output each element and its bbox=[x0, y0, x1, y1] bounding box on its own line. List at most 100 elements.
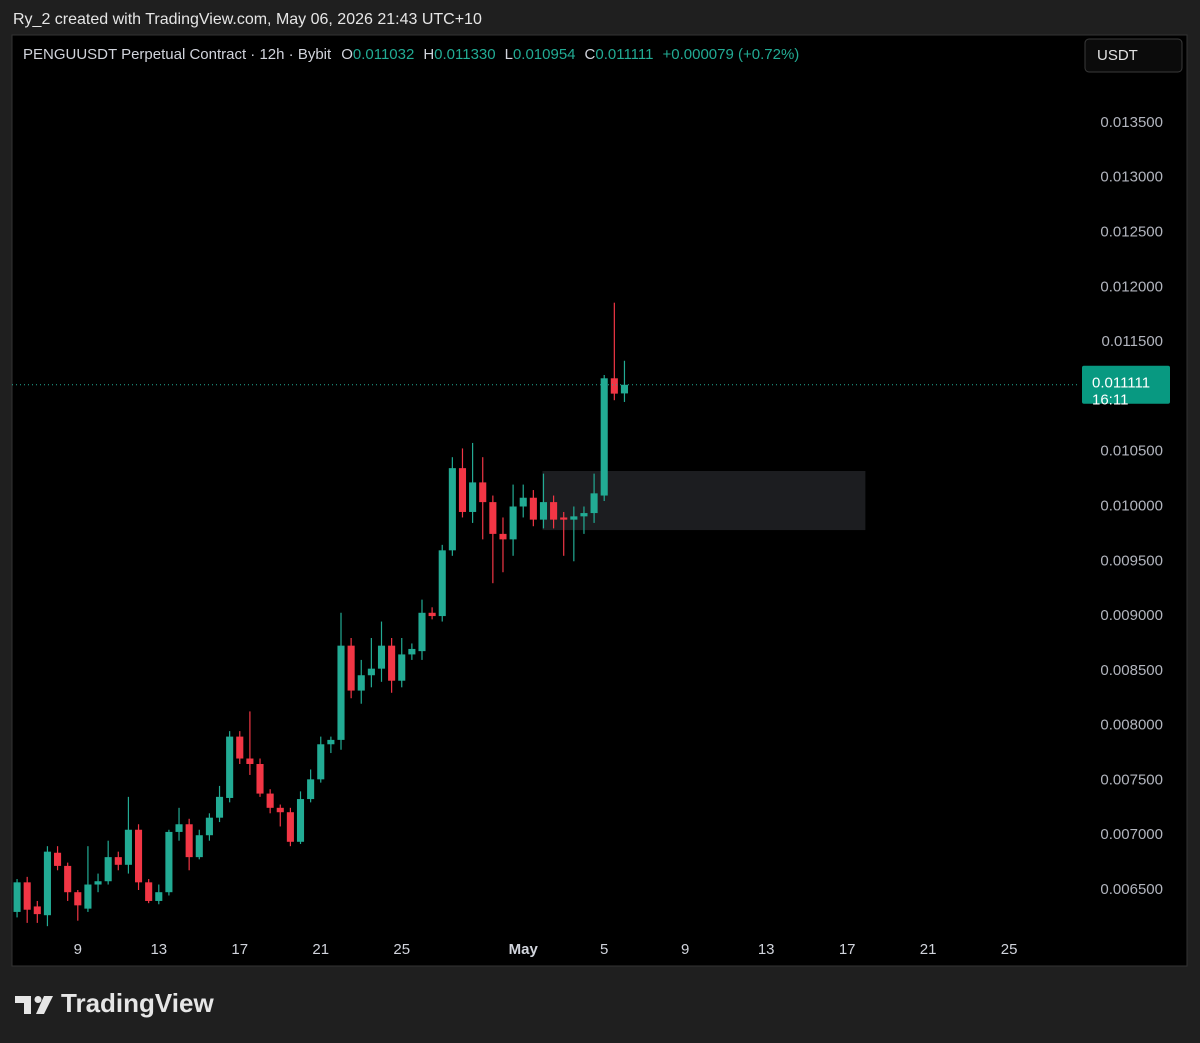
candle-body bbox=[398, 654, 406, 681]
candle-body bbox=[13, 882, 21, 912]
candle-body bbox=[94, 881, 102, 885]
candle-body bbox=[145, 882, 153, 901]
candle-body bbox=[266, 793, 274, 808]
candle-body bbox=[610, 378, 618, 394]
candle-body bbox=[226, 736, 234, 798]
candle-body bbox=[347, 645, 355, 691]
candle-body bbox=[570, 516, 578, 520]
legend-change: +0.000079 (+0.72%) bbox=[663, 46, 800, 63]
candle-body bbox=[317, 744, 325, 780]
legend-key: C bbox=[585, 46, 596, 63]
candle-body bbox=[590, 493, 598, 514]
x-tick-label: 13 bbox=[758, 941, 775, 958]
candle-body bbox=[114, 857, 122, 865]
chart-title: PENGUUSDT Perpetual Contract · 12h · Byb… bbox=[23, 46, 332, 63]
candle-body bbox=[215, 796, 224, 818]
y-tick-label: 0.007000 bbox=[1100, 826, 1163, 843]
candle-body bbox=[377, 645, 386, 669]
last-price-box bbox=[1082, 365, 1170, 404]
legend-value: 0.011111 bbox=[595, 46, 653, 63]
legend-key: L bbox=[505, 46, 513, 63]
candle-body bbox=[236, 736, 244, 759]
x-tick-label: May bbox=[509, 941, 539, 958]
x-tick-label: 25 bbox=[1001, 941, 1018, 958]
y-tick-label: 0.012500 bbox=[1100, 224, 1163, 241]
candle-body bbox=[408, 648, 416, 655]
candle-body bbox=[479, 482, 487, 503]
y-tick-label: 0.008500 bbox=[1100, 662, 1163, 679]
y-tick-label: 0.013500 bbox=[1100, 114, 1163, 131]
candle-body bbox=[185, 824, 193, 858]
legend-key: H bbox=[423, 46, 434, 63]
y-tick-label: 0.006500 bbox=[1100, 881, 1163, 898]
x-tick-label: 13 bbox=[150, 941, 167, 958]
candle-body bbox=[438, 550, 446, 617]
x-tick-label: 17 bbox=[231, 941, 248, 958]
y-tick-label: 0.008000 bbox=[1100, 717, 1163, 734]
caption: Ry_2 created with TradingView.com, May 0… bbox=[13, 11, 482, 28]
candle-body bbox=[428, 612, 436, 617]
candle-body bbox=[134, 829, 143, 883]
countdown: 16:11 bbox=[1092, 392, 1128, 409]
last-price-label: 0.011111 bbox=[1092, 375, 1150, 392]
candle-body bbox=[195, 835, 203, 858]
candle-body bbox=[54, 852, 62, 866]
brand-logo bbox=[15, 996, 53, 1014]
x-tick-label: 9 bbox=[681, 941, 689, 958]
x-tick-label: 5 bbox=[600, 941, 608, 958]
candle-body bbox=[246, 758, 254, 764]
candle-body bbox=[296, 799, 305, 842]
x-tick-label: 17 bbox=[839, 941, 856, 958]
candle-body bbox=[327, 739, 335, 745]
candle-body bbox=[165, 831, 173, 893]
x-tick-label: 25 bbox=[393, 941, 410, 958]
legend-value: 0.011330 bbox=[434, 46, 495, 63]
candle-body bbox=[469, 482, 477, 512]
candle-body bbox=[580, 513, 588, 517]
currency-label[interactable]: USDT bbox=[1097, 47, 1138, 64]
candle-body bbox=[357, 675, 365, 691]
y-tick-label: 0.013000 bbox=[1100, 169, 1163, 186]
y-tick-label: 0.007500 bbox=[1100, 771, 1163, 788]
candle-body bbox=[307, 779, 315, 800]
legend-value: 0.011032 bbox=[353, 46, 414, 63]
candle-body bbox=[74, 892, 82, 906]
candle-body bbox=[256, 763, 264, 794]
y-tick-label: 0.011500 bbox=[1102, 333, 1163, 350]
candle-body bbox=[499, 533, 507, 540]
y-tick-label: 0.010000 bbox=[1100, 497, 1163, 514]
candle-body bbox=[539, 502, 548, 520]
candle-body bbox=[124, 829, 132, 865]
candle-body bbox=[276, 807, 284, 813]
y-tick-label: 0.009500 bbox=[1100, 552, 1163, 569]
candle-body bbox=[509, 506, 517, 540]
candle-body bbox=[550, 502, 558, 520]
candle-body bbox=[418, 612, 426, 652]
candle-body bbox=[175, 824, 183, 832]
candle-body bbox=[64, 865, 72, 893]
currency-button[interactable] bbox=[1084, 38, 1183, 73]
candle-body bbox=[448, 468, 456, 551]
y-tick-label: 0.009000 bbox=[1100, 607, 1163, 624]
candle-body bbox=[84, 884, 92, 909]
candle-body bbox=[458, 468, 467, 512]
candle-body bbox=[205, 817, 213, 836]
candle-body bbox=[23, 882, 31, 910]
candle-body bbox=[43, 851, 51, 916]
candle-body bbox=[560, 517, 568, 520]
candle-body bbox=[519, 497, 527, 507]
y-tick-label: 0.010500 bbox=[1100, 443, 1163, 460]
candle-body bbox=[337, 645, 345, 740]
legend-value: 0.010954 bbox=[513, 46, 576, 63]
candle-body bbox=[529, 497, 537, 520]
x-tick-label: 21 bbox=[312, 941, 329, 958]
brand-name: TradingView bbox=[61, 988, 214, 1018]
candle-body bbox=[286, 812, 294, 842]
candle-body bbox=[33, 906, 41, 915]
candle-body bbox=[620, 384, 628, 394]
y-tick-label: 0.012000 bbox=[1100, 278, 1163, 295]
legend-key: O bbox=[341, 46, 353, 63]
candle-body bbox=[367, 668, 375, 676]
x-tick-label: 9 bbox=[74, 941, 82, 958]
